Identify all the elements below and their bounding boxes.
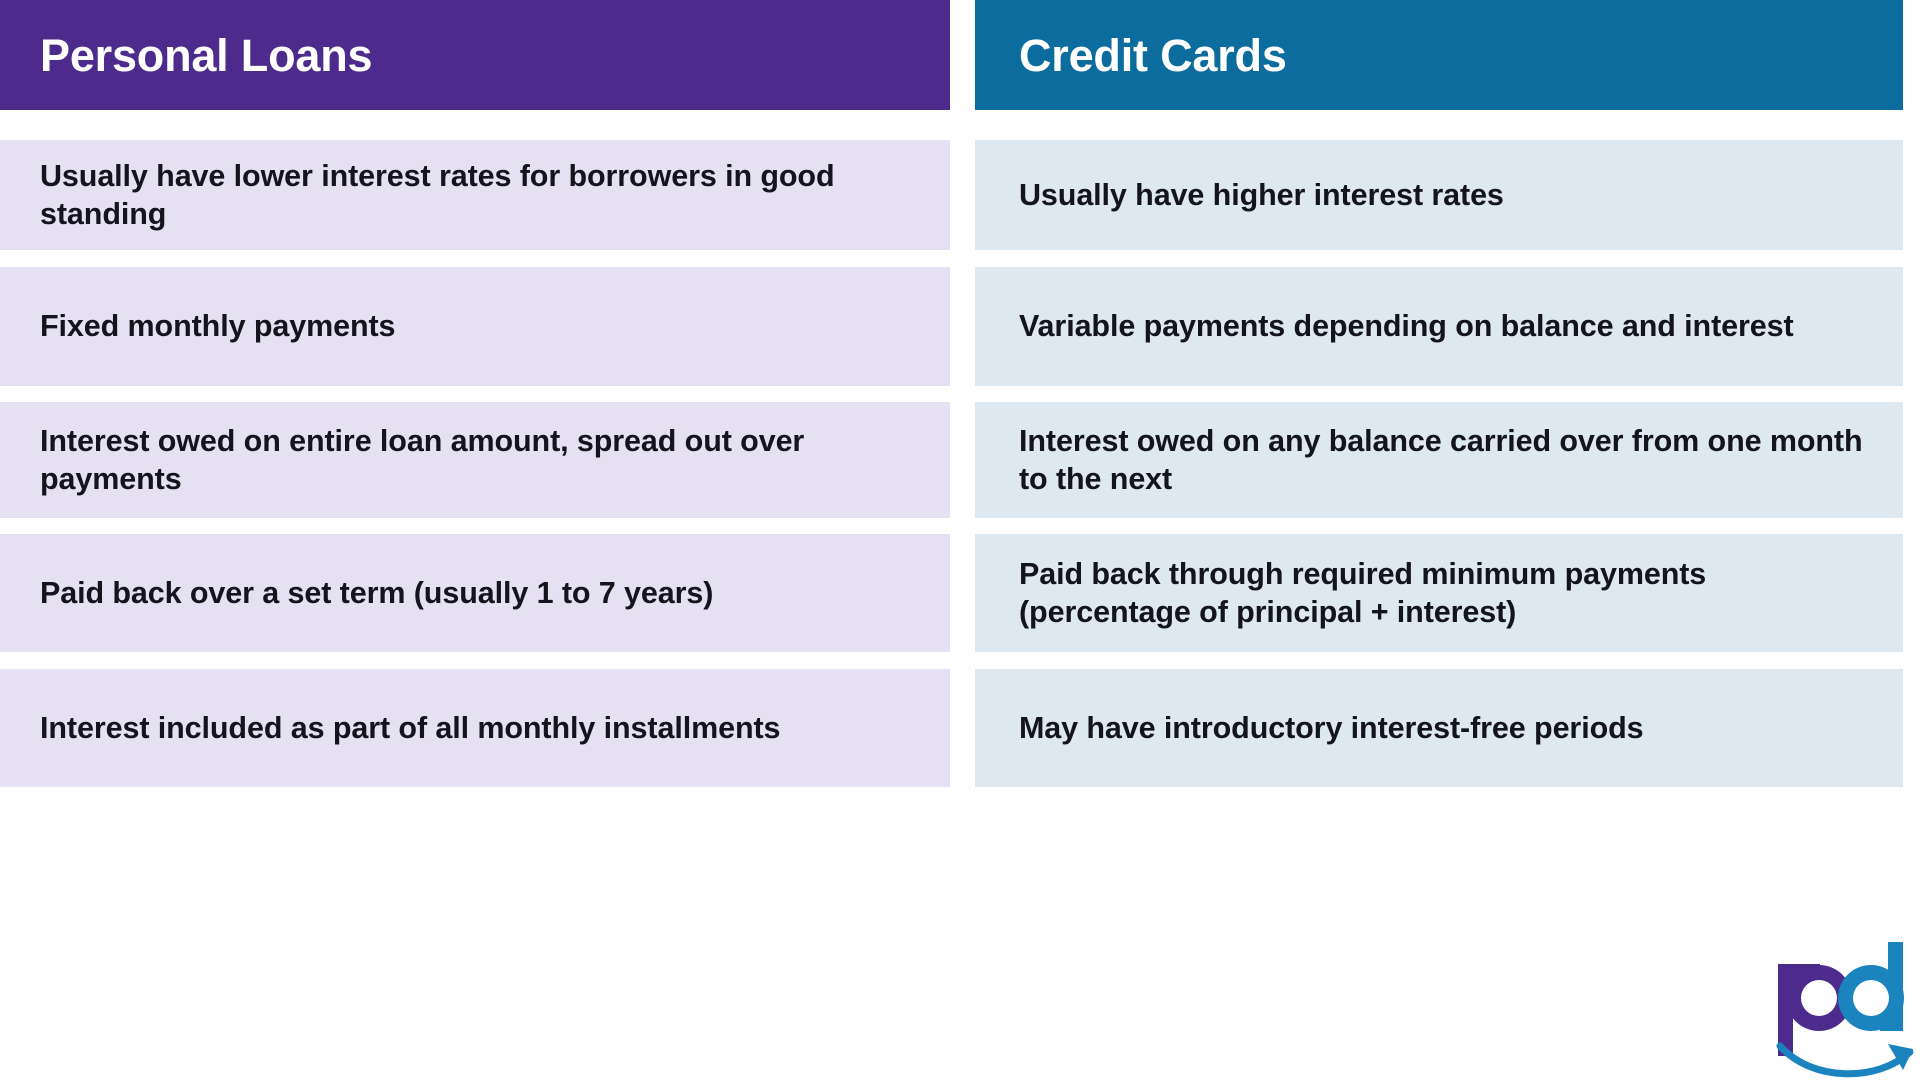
credit-cards-row-3: Interest owed on any balance carried ove… [975, 402, 1903, 518]
cell-text: Interest owed on entire loan amount, spr… [40, 423, 805, 496]
personal-loans-row-5: Interest included as part of all monthly… [0, 669, 950, 787]
cell-text: Paid back over a set term (usually 1 to … [40, 575, 714, 610]
cell-text: Variable payments depending on balance a… [1019, 309, 1794, 344]
column-header-personal-loans: Personal Loans [0, 0, 950, 110]
credit-cards-cell-list: Usually have higher interest rates Varia… [975, 140, 1903, 787]
personal-loans-cell-list: Usually have lower interest rates for bo… [0, 140, 950, 787]
logo-letter-d-icon [1838, 934, 1904, 1031]
personal-loans-row-2: Fixed monthly payments [0, 267, 950, 386]
credit-cards-row-1: Usually have higher interest rates [975, 140, 1903, 250]
column-header-label: Personal Loans [40, 29, 373, 81]
personal-loans-row-4: Paid back over a set term (usually 1 to … [0, 534, 950, 652]
credit-cards-row-5: May have introductory interest-free peri… [975, 669, 1903, 787]
pd-logo [1770, 934, 1920, 1078]
logo-letter-p-icon [1778, 964, 1852, 1056]
pd-logo-icon [1776, 934, 1914, 1078]
column-header-credit-cards: Credit Cards [975, 0, 1903, 110]
cell-text: Fixed monthly payments [40, 309, 396, 344]
personal-loans-row-1: Usually have lower interest rates for bo… [0, 140, 950, 250]
cell-text: Usually have higher interest rates [1019, 177, 1504, 212]
column-header-label: Credit Cards [1019, 29, 1287, 81]
comparison-column-credit-cards: Credit Cards Usually have higher interes… [975, 0, 1903, 787]
cell-text: Interest included as part of all monthly… [40, 710, 781, 745]
cell-text: Usually have lower interest rates for bo… [40, 158, 835, 231]
cell-text: May have introductory interest-free peri… [1019, 710, 1644, 745]
credit-cards-row-4: Paid back through required minimum payme… [975, 534, 1903, 652]
comparison-column-personal-loans: Personal Loans Usually have lower intere… [0, 0, 950, 787]
logo-swoosh-arrow-icon [1776, 1042, 1914, 1078]
cell-text: Interest owed on any balance carried ove… [1019, 423, 1863, 496]
personal-loans-row-3: Interest owed on entire loan amount, spr… [0, 402, 950, 518]
credit-cards-row-2: Variable payments depending on balance a… [975, 267, 1903, 386]
cell-text: Paid back through required minimum payme… [1019, 556, 1707, 629]
